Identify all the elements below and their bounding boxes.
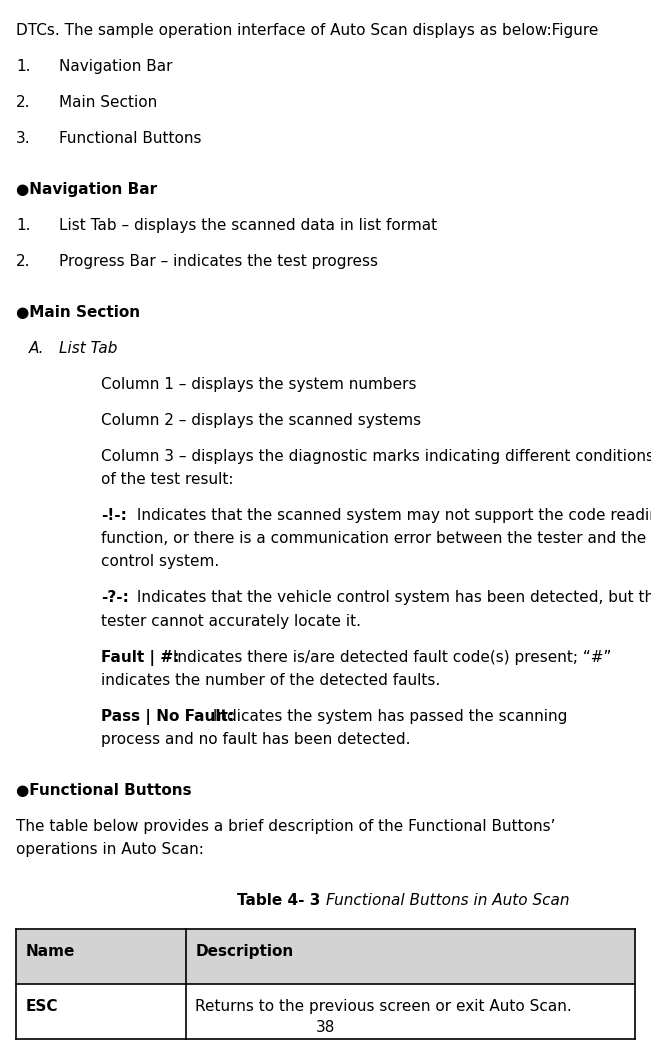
Text: The table below provides a brief description of the Functional Buttons’: The table below provides a brief descrip… (16, 819, 556, 834)
Text: Functional Buttons: Functional Buttons (59, 131, 201, 146)
Text: process and no fault has been detected.: process and no fault has been detected. (101, 732, 410, 747)
Text: Name: Name (26, 945, 76, 960)
Text: Fault | #:: Fault | #: (101, 650, 179, 665)
Text: Indicates there is/are detected fault code(s) present; “#”: Indicates there is/are detected fault co… (168, 650, 611, 664)
Text: 1.: 1. (16, 218, 31, 233)
Text: 38: 38 (316, 1020, 335, 1035)
Text: Pass | No Fault:: Pass | No Fault: (101, 709, 234, 725)
Text: Main Section: Main Section (59, 95, 157, 110)
Text: Table 4- 3: Table 4- 3 (237, 893, 326, 908)
Text: A.: A. (29, 341, 45, 355)
Text: DTCs. The sample operation interface of Auto Scan displays as below:Figure: DTCs. The sample operation interface of … (16, 23, 599, 38)
Text: Navigation Bar: Navigation Bar (59, 59, 172, 74)
Text: Progress Bar – indicates the test progress: Progress Bar – indicates the test progre… (59, 254, 378, 269)
Text: Description: Description (195, 945, 294, 960)
Text: Indicates the system has passed the scanning: Indicates the system has passed the scan… (208, 709, 568, 724)
Text: 2.: 2. (16, 254, 31, 269)
Text: ESC: ESC (26, 1000, 59, 1015)
Text: 2.: 2. (16, 95, 31, 110)
Bar (16, 929, 635, 984)
Text: Functional Buttons in Auto Scan: Functional Buttons in Auto Scan (326, 893, 569, 908)
Text: 1.: 1. (16, 59, 31, 74)
Text: Indicates that the vehicle control system has been detected, but the: Indicates that the vehicle control syste… (132, 590, 651, 605)
Text: ●Functional Buttons: ●Functional Buttons (16, 783, 192, 798)
Text: indicates the number of the detected faults.: indicates the number of the detected fau… (101, 673, 440, 688)
Bar (16, 929, 635, 1039)
Text: -?-:: -?-: (101, 590, 129, 605)
Text: List Tab – displays the scanned data in list format: List Tab – displays the scanned data in … (59, 218, 437, 233)
Text: function, or there is a communication error between the tester and the: function, or there is a communication er… (101, 531, 646, 546)
Text: List Tab: List Tab (59, 341, 117, 355)
Text: Indicates that the scanned system may not support the code reading: Indicates that the scanned system may no… (132, 508, 651, 523)
Text: Returns to the previous screen or exit Auto Scan.: Returns to the previous screen or exit A… (195, 1000, 572, 1015)
Text: control system.: control system. (101, 554, 219, 569)
Text: Column 3 – displays the diagnostic marks indicating different conditions: Column 3 – displays the diagnostic marks… (101, 449, 651, 463)
Text: tester cannot accurately locate it.: tester cannot accurately locate it. (101, 614, 361, 628)
Text: ●Main Section: ●Main Section (16, 305, 141, 320)
Text: operations in Auto Scan:: operations in Auto Scan: (16, 842, 204, 857)
Text: 3.: 3. (16, 131, 31, 146)
Text: -!-:: -!-: (101, 508, 127, 523)
Text: of the test result:: of the test result: (101, 472, 234, 487)
Text: Column 1 – displays the system numbers: Column 1 – displays the system numbers (101, 377, 417, 391)
Text: Column 2 – displays the scanned systems: Column 2 – displays the scanned systems (101, 413, 421, 427)
Text: ●Navigation Bar: ●Navigation Bar (16, 182, 158, 197)
